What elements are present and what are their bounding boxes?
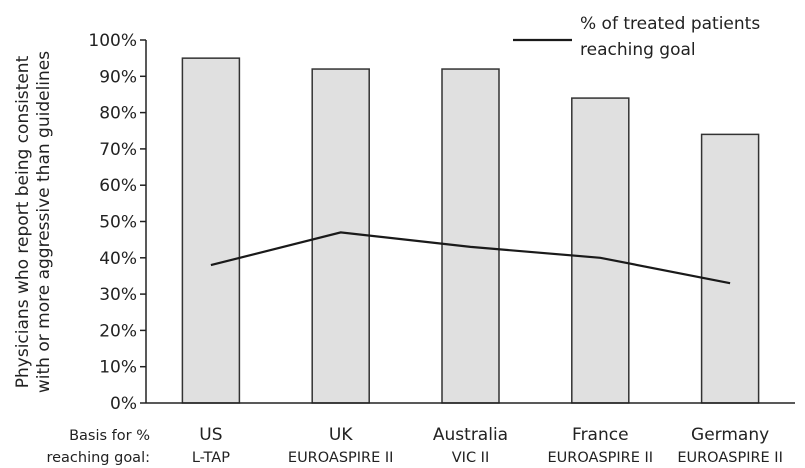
legend-label-line-2: reaching goal [580, 40, 696, 60]
legend-label-line-1: % of treated patients [580, 14, 760, 34]
y-tick-label: 50% [99, 213, 137, 233]
bar [441, 68, 500, 404]
x-category-sublabel: EUROASPIRE II [677, 450, 783, 466]
series-line [210, 231, 731, 285]
bar [181, 57, 241, 404]
x-row-label: Basis for % reaching goal: [46, 428, 150, 466]
x-axis-labels: US L-TAP UK EUROASPIRE II Australia VIC II Fra… [192, 425, 783, 466]
x-category-sublabel: VIC II [452, 450, 489, 466]
x-category-sublabel: EUROASPIRE II [548, 450, 654, 466]
y-tick-label: 30% [99, 285, 137, 305]
x-category-sublabel: EUROASPIRE II [288, 450, 394, 466]
y-tick-label: 10% [99, 358, 137, 378]
x-row-label-line-2: reaching goal: [46, 450, 150, 466]
y-tick-label: 0% [110, 394, 137, 414]
y-axis-ticks: 0% 10% 20% 30% 40% 50% 60% 70% 80% 90% 100% [88, 31, 146, 414]
x-category-sublabel: L-TAP [192, 450, 230, 466]
x-row-label-line-1: Basis for % [69, 428, 150, 444]
bars [181, 57, 760, 404]
y-tick-label: 100% [88, 31, 137, 51]
y-axis-title: Physicians who report being consistent w… [13, 51, 54, 393]
legend: % of treated patients reaching goal [513, 14, 760, 60]
y-tick-label: 80% [99, 104, 137, 124]
y-tick-label: 90% [99, 67, 137, 87]
y-tick-label: 60% [99, 176, 137, 196]
bar [311, 68, 370, 404]
x-category-label: US [199, 425, 222, 445]
bar [571, 97, 630, 404]
x-category-label: Australia [433, 425, 508, 445]
x-category-label: Germany [691, 425, 769, 445]
y-tick-label: 70% [99, 140, 137, 160]
y-tick-label: 20% [99, 321, 137, 341]
x-category-label: UK [329, 425, 353, 445]
y-axis-title-line-2: with or more aggressive than guidelines [34, 51, 54, 393]
bar [700, 133, 760, 404]
y-axis-title-line-1: Physicians who report being consistent [13, 55, 33, 388]
x-category-label: France [572, 425, 629, 445]
y-tick-label: 40% [99, 249, 137, 269]
